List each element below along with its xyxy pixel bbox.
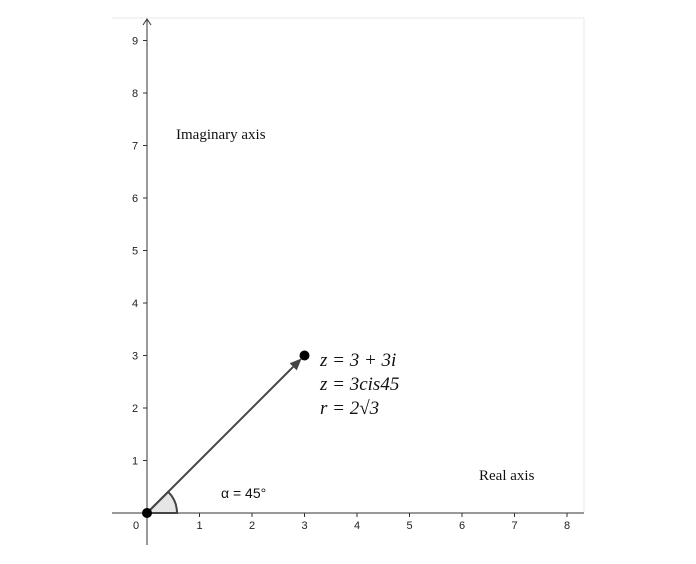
y-tick-label: 3 xyxy=(132,351,138,363)
x-tick-label: 6 xyxy=(459,520,465,532)
y-tick-label: 7 xyxy=(132,141,138,153)
origin-point xyxy=(142,508,152,518)
axis-ticks: 0 1 2 3 4 5 6 7 8 1 2 3 4 5 6 7 8 9 xyxy=(132,36,570,533)
x-tick-label: 4 xyxy=(354,520,360,532)
y-tick-label: 8 xyxy=(132,88,138,100)
equation-z-polar: z = 3cis45 xyxy=(319,374,399,395)
y-tick-label: 5 xyxy=(132,246,138,258)
real-axis-label: Real axis xyxy=(479,468,535,484)
equation-z-rectangular: z = 3 + 3i xyxy=(319,350,396,371)
x-tick-label: 1 xyxy=(197,520,203,532)
y-tick-label: 2 xyxy=(132,403,138,415)
x-tick-label: 2 xyxy=(249,520,255,532)
y-tick-label: 4 xyxy=(132,298,138,310)
x-tick-label: 3 xyxy=(302,520,308,532)
x-tick-label: 7 xyxy=(512,520,518,532)
imaginary-axis-label: Imaginary axis xyxy=(176,127,266,143)
vector-arrowhead-icon xyxy=(289,358,302,371)
y-tick-label: 6 xyxy=(132,193,138,205)
vector-tip-point xyxy=(299,350,310,361)
angle-label: α = 45° xyxy=(221,485,266,501)
x-tick-label: 0 xyxy=(133,520,139,532)
equation-modulus: r = 2√3 xyxy=(320,398,379,419)
vector-z xyxy=(146,366,294,514)
y-tick-label: 9 xyxy=(132,36,138,48)
x-tick-label: 8 xyxy=(564,520,570,532)
imaginary-axis-arrow-icon xyxy=(142,18,152,26)
x-tick-label: 5 xyxy=(407,520,413,532)
y-tick-label: 1 xyxy=(132,456,138,468)
